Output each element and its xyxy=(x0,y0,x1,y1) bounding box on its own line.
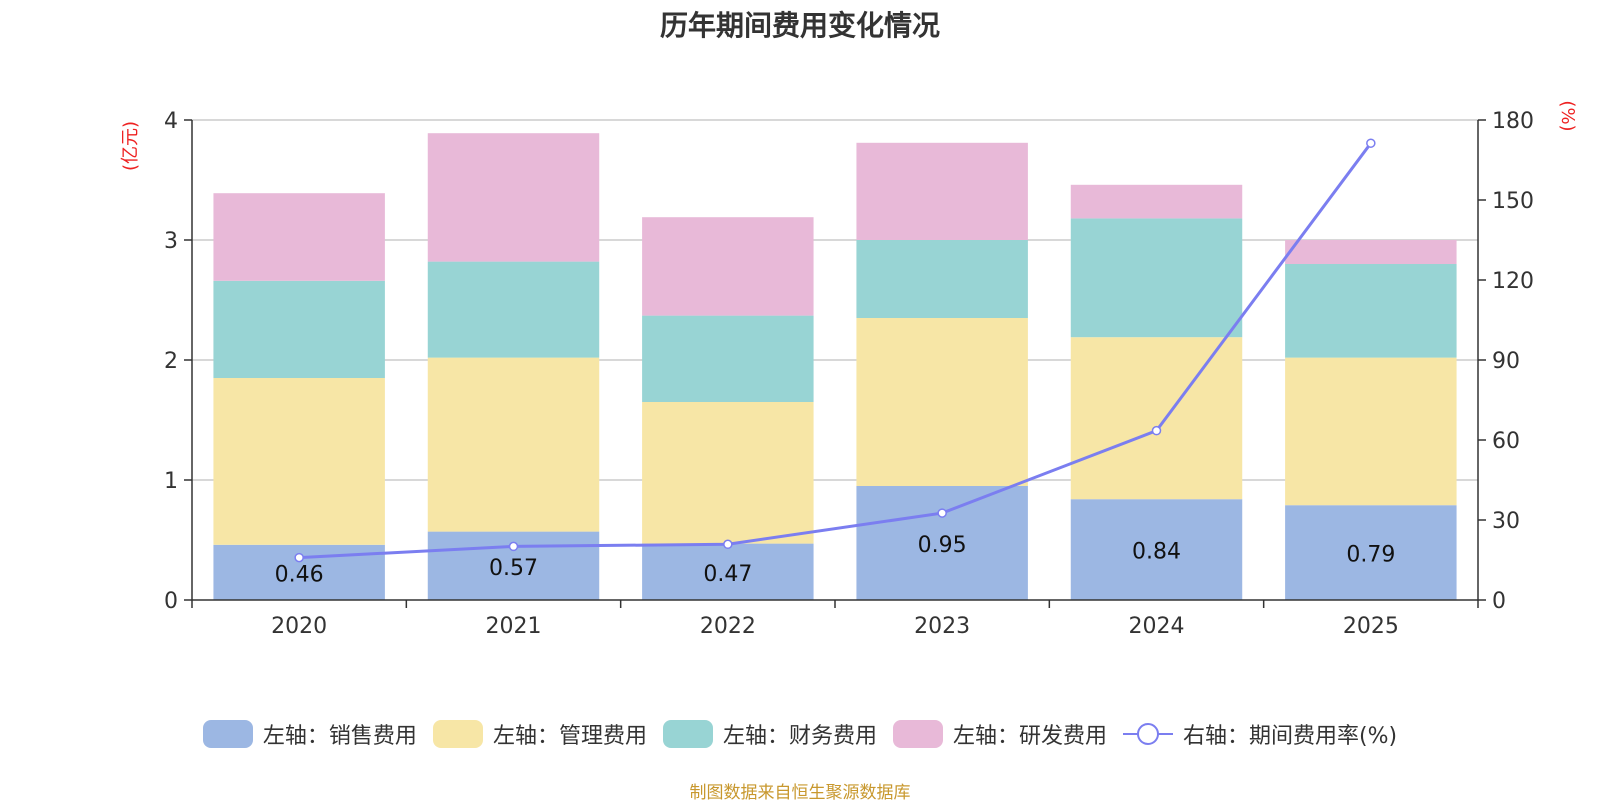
bar-segment-2 xyxy=(213,378,385,545)
bar-segment-4 xyxy=(427,133,600,262)
bar-segment-3 xyxy=(213,280,385,378)
gridlines xyxy=(192,119,1478,481)
axes: 0 1 2 3 4 0 30 60 90 120 150 180 2020 2021 2022 2023 202… xyxy=(164,109,1534,639)
right-axis-tick-label: 30 xyxy=(1492,509,1520,534)
bars xyxy=(213,133,1457,600)
bar-segment-2 xyxy=(427,357,600,532)
bar-segment-2 xyxy=(1285,357,1457,506)
data-label: 0.47 xyxy=(703,562,752,587)
right-axis-tick-label: 90 xyxy=(1492,349,1520,374)
left-axis-tick-label: 0 xyxy=(164,589,178,614)
bar-segment-1 xyxy=(642,543,814,600)
x-axis-tick-label: 2024 xyxy=(1129,614,1185,639)
data-label: 0.84 xyxy=(1132,540,1181,565)
legend-item[interactable]: 右轴：期间费用率(%) xyxy=(1122,718,1398,750)
bar-segment-1 xyxy=(1070,499,1243,600)
left-axis-unit: (亿元) xyxy=(120,121,141,171)
right-axis-tick-label: 150 xyxy=(1492,189,1534,214)
x-axis-tick-label: 2025 xyxy=(1343,614,1399,639)
bar-segment-3 xyxy=(1285,264,1457,358)
rate-point xyxy=(294,552,304,563)
data-label: 0.46 xyxy=(275,562,324,587)
left-axis-tick-label: 4 xyxy=(164,109,178,134)
legend-label: 左轴：财务费用 xyxy=(722,724,877,749)
bar-segment-4 xyxy=(856,142,1028,240)
rate-point xyxy=(723,539,733,550)
legend-swatch xyxy=(202,720,253,748)
right-axis-tick-label: 0 xyxy=(1492,589,1506,614)
legend-swatch xyxy=(892,720,943,748)
legend-swatch xyxy=(432,720,483,748)
bar-segment-4 xyxy=(642,217,814,316)
rate-line xyxy=(294,138,1376,563)
bar-segment-3 xyxy=(642,315,814,402)
bar-segment-1 xyxy=(856,486,1028,600)
bar-segment-3 xyxy=(1070,218,1243,338)
legend-label: 左轴：管理费用 xyxy=(492,724,647,749)
legend-item[interactable]: 左轴：研发费用 xyxy=(892,718,1107,750)
x-axis-tick-label: 2022 xyxy=(700,614,756,639)
bar-segment-2 xyxy=(642,402,814,544)
bar-segment-1 xyxy=(1285,505,1457,600)
legend-label: 左轴：研发费用 xyxy=(952,724,1107,749)
bar-segment-4 xyxy=(213,193,385,281)
data-label: 0.95 xyxy=(918,533,967,558)
right-axis-tick-label: 60 xyxy=(1492,429,1520,454)
legend-label: 左轴：销售费用 xyxy=(262,724,417,749)
rate-point xyxy=(1151,425,1162,436)
x-axis-tick-label: 2023 xyxy=(914,614,970,639)
bar-segment-4 xyxy=(1285,240,1457,264)
legend-line-symbol xyxy=(1122,723,1173,745)
chart-title: 历年期间费用变化情况 xyxy=(659,9,940,42)
data-label: 0.57 xyxy=(489,556,538,581)
left-axis-tick-label: 3 xyxy=(164,229,178,254)
bar-segment-2 xyxy=(1070,337,1243,500)
legend: 左轴：销售费用 左轴：管理费用 左轴：财务费用 左轴：研发费用 右轴：期间费用率(%) xyxy=(0,718,1600,750)
x-axis-tick-label: 2021 xyxy=(486,614,542,639)
source-note: 制图数据来自恒生聚源数据库 xyxy=(689,783,911,803)
bar-segment-3 xyxy=(427,261,600,358)
bar-segment-4 xyxy=(1070,184,1243,219)
rate-point xyxy=(508,541,519,552)
data-label: 0.79 xyxy=(1346,543,1395,568)
right-axis-unit: (%) xyxy=(1557,100,1578,131)
right-axis-tick-label: 120 xyxy=(1492,269,1534,294)
rate-line-path xyxy=(299,142,1373,560)
legend-item[interactable]: 左轴：销售费用 xyxy=(202,718,417,750)
legend-label: 右轴：期间费用率(%) xyxy=(1182,724,1398,749)
legend-swatch xyxy=(662,720,713,748)
right-axis-tick-label: 180 xyxy=(1492,109,1534,134)
x-axis-tick-label: 2020 xyxy=(271,614,327,639)
rate-point xyxy=(937,508,947,518)
left-axis-tick-label: 2 xyxy=(164,349,178,374)
data-labels: 0.46 0.57 0.47 0.95 0.84 0.79 xyxy=(275,533,1396,587)
bar-segment-2 xyxy=(856,318,1028,486)
legend-item[interactable]: 左轴：管理费用 xyxy=(432,718,647,750)
rate-point xyxy=(1366,138,1376,148)
bar-segment-3 xyxy=(856,240,1028,318)
left-axis-tick-label: 1 xyxy=(164,469,178,494)
legend-item[interactable]: 左轴：财务费用 xyxy=(662,718,877,750)
